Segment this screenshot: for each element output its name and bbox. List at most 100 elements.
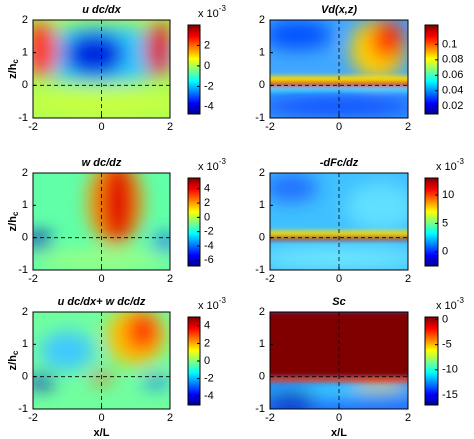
field-blob [33,233,53,249]
y-tick-label: 1 [259,199,265,211]
x-tick-label: -2 [28,121,38,133]
band [270,87,408,92]
field-blob [270,389,319,409]
scale-base: x 10 [436,300,457,312]
y-tick-label: 1 [259,47,265,59]
colorbar [187,24,201,115]
x-tick-label: 2 [405,121,411,133]
x-tick-label: -2 [28,273,38,285]
colorbar-tick-label: 2 [204,39,210,51]
field-blob [101,173,135,243]
field-blob [153,235,170,251]
colorbar-tick-label: -4 [204,101,214,113]
panel-title: Sc [332,296,345,308]
y-label-sub: c [11,211,20,216]
colorbar-tick-label: 0.02 [442,100,463,112]
colorbar-tick-label: 0 [204,60,210,72]
field-blob [33,21,58,77]
y-label-main: z/h [7,355,19,371]
colorbar-tick-label: 2 [204,197,210,209]
x-tick-label: 2 [167,412,173,424]
y-axis-label: z/hc [7,211,20,231]
colorbar-tick-label: 0 [442,313,448,325]
colorbar-tick-label: 10 [442,189,454,201]
y-tick-label: 0 [22,371,28,383]
y-tick-label: -1 [255,112,265,124]
y-tick-label: -1 [255,403,265,415]
heatmap-field [33,312,170,409]
scale-exponent: -3 [219,296,227,305]
y-tick-label: -1 [18,112,28,124]
panel-title: w dc/dz [82,157,122,169]
y-label-main: z/h [7,216,19,232]
y-tick-label: 2 [259,306,265,318]
field-blob [142,376,170,387]
x-tick-label: 2 [167,273,173,285]
scale-base: x 10 [198,300,219,312]
colorbar-tick-label: 0 [204,211,210,223]
colorbar-scale: x 10-3 [436,157,464,173]
x-tick-label: 0 [336,121,342,133]
field-blob [64,32,125,76]
colorbar-tick-label: 2 [204,337,210,349]
x-axis-label: x/L [331,427,347,439]
x-tick-label: 0 [336,412,342,424]
y-tick-label: 2 [22,14,28,26]
y-tick-label: 0 [259,371,265,383]
x-tick-label: -2 [265,412,275,424]
colorbar-tick-label: 0.1 [442,38,457,50]
colorbar-tick-label: 5 [442,217,448,229]
field-blob [145,21,170,77]
colorbar-tick-label: -4 [204,240,214,252]
panel-title: u dc/dx+ w dc/dz [58,296,146,308]
y-tick-label: 2 [259,167,265,179]
y-tick-label: 2 [22,306,28,318]
band [270,230,408,236]
y-tick-label: 2 [22,167,28,179]
field-blob [33,376,55,388]
x-tick-label: 2 [167,121,173,133]
colorbar-tick-label: -4 [204,390,214,402]
x-axis-label: x/L [94,427,110,439]
field-blob [270,173,319,203]
y-label-sub: c [11,59,20,64]
y-tick-label: 0 [22,79,28,91]
y-tick-label: 1 [22,199,28,211]
x-tick-label: 2 [405,412,411,424]
y-axis-label: z/hc [7,59,20,79]
colorbar-scale: x 10-3 [436,296,464,312]
y-tick-label: -1 [255,264,265,276]
y-tick-label: -1 [18,403,28,415]
scale-exponent: -3 [219,4,227,13]
y-tick-label: 0 [22,232,28,244]
panel-title: Vd(x,z) [321,4,357,16]
scale-base: x 10 [436,161,457,173]
y-tick-label: 0 [259,232,265,244]
y-axis-label: z/hc [7,350,20,370]
scale-exponent: -3 [457,296,465,305]
y-tick-label: 1 [22,47,28,59]
y-label-main: z/h [7,63,19,79]
y-tick-label: 0 [259,79,265,91]
x-tick-label: 0 [98,412,104,424]
colorbar-scale: x 10-3 [198,157,226,173]
colorbar [187,177,201,267]
heatmap-field [33,173,170,270]
colorbar [424,177,439,267]
colorbar-tick-label: -15 [442,389,458,401]
colorbar-scale: x 10-3 [198,4,226,20]
colorbar-scale: x 10-3 [198,296,226,312]
y-tick-label: 1 [259,338,265,350]
colorbar-tick-label: 4 [204,320,210,332]
colorbar-tick-label: -10 [442,364,458,376]
panel-title: u dc/dx [82,4,121,16]
x-tick-label: 0 [98,121,104,133]
y-tick-label: 2 [259,14,265,26]
y-label-sub: c [11,350,20,355]
colorbar-tick-label: -2 [204,226,214,238]
scale-exponent: -3 [457,157,465,166]
x-tick-label: 2 [405,273,411,285]
colorbar-tick-label: 0.08 [442,54,463,66]
field-blob [270,20,333,50]
